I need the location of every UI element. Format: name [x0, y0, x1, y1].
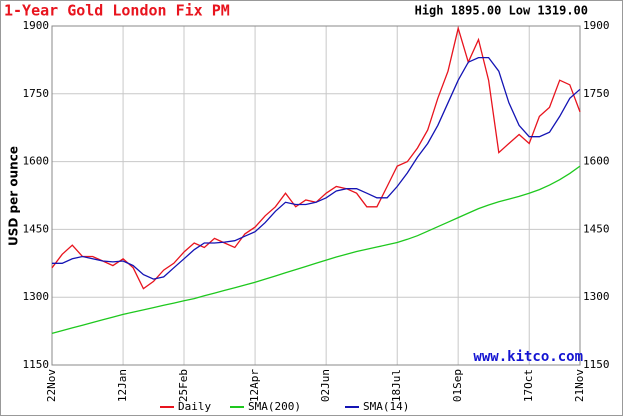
chart-title: 1-Year Gold London Fix PM	[4, 2, 230, 20]
watermark: www.kitco.com	[473, 349, 583, 365]
y-axis-label: USD per ounce	[7, 146, 21, 246]
y2-tick-label: 1750	[583, 87, 610, 100]
y-tick-label: 1900	[23, 19, 50, 32]
legend-label: SMA(14)	[363, 400, 409, 413]
y2-tick-label: 1450	[583, 222, 610, 235]
y2-tick-label: 1600	[583, 155, 610, 168]
y2-tick-label: 1900	[583, 19, 610, 32]
y2-tick-label: 1150	[583, 358, 610, 371]
x-tick-label: 01Sep	[451, 369, 464, 402]
series-line	[52, 56, 581, 280]
x-tick-label: 25Feb	[177, 369, 190, 402]
legend-label: SMA(200)	[248, 400, 301, 413]
y-tick-label: 1450	[23, 222, 50, 235]
x-tick-label: 18Jul	[390, 369, 403, 402]
x-tick-label: 22Nov	[45, 369, 58, 402]
x-tick-label: 02Jun	[319, 369, 332, 402]
x-tick-label: 17Oct	[522, 369, 535, 402]
y-tick-label: 1750	[23, 87, 50, 100]
plot-border	[51, 25, 581, 366]
high-low-annotation: High 1895.00 Low 1319.00	[415, 4, 588, 18]
y-tick-label: 1600	[23, 155, 50, 168]
y-tick-label: 1150	[23, 358, 50, 371]
y2-tick-label: 1300	[583, 290, 610, 303]
series-line	[51, 165, 581, 335]
x-tick-label: 12Apr	[248, 369, 261, 402]
x-tick-label: 21Nov	[573, 369, 586, 402]
legend-label: Daily	[178, 400, 211, 413]
x-tick-label: 12Jan	[116, 369, 129, 402]
y-tick-label: 1300	[23, 290, 50, 303]
plot-area	[51, 25, 581, 366]
